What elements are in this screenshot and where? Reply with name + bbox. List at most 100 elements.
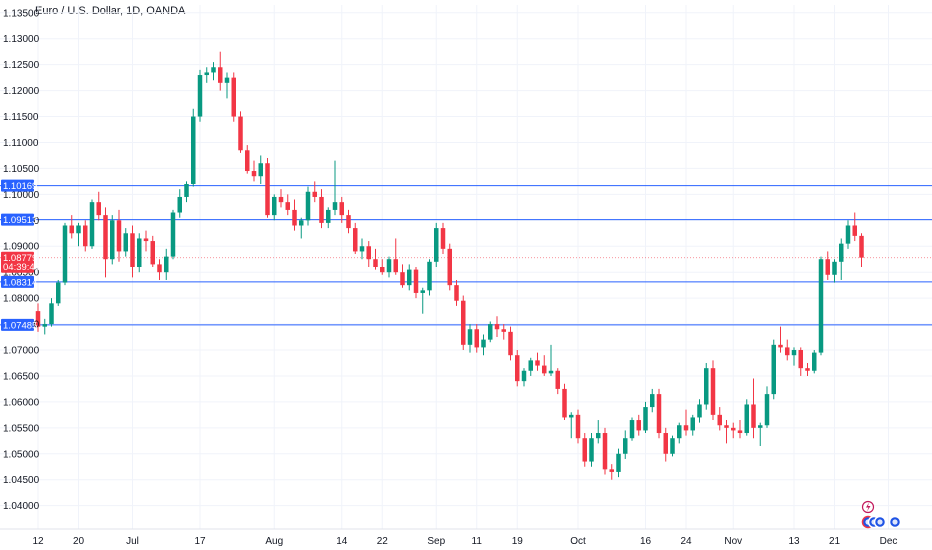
- y-tick-label: 1.07000: [3, 346, 40, 357]
- y-tick-label: 1.13000: [3, 34, 40, 45]
- candle-body: [798, 350, 803, 369]
- y-tick-label: 1.10500: [3, 164, 40, 175]
- candle-body: [488, 324, 493, 340]
- candle-body: [656, 394, 662, 434]
- y-tick-label: 1.04000: [3, 501, 40, 512]
- candle-body: [508, 331, 513, 356]
- candle-body: [83, 225, 88, 247]
- candle-body: [589, 438, 594, 462]
- candle-body: [123, 233, 128, 252]
- flag-event-dot: [892, 519, 898, 525]
- candle-body: [542, 365, 547, 374]
- candle-body: [758, 425, 763, 428]
- x-tick-label: Oct: [570, 536, 586, 547]
- candle-body: [380, 267, 385, 273]
- candle-body: [751, 404, 756, 428]
- candle-body: [778, 344, 783, 348]
- price-badge: [1, 275, 34, 288]
- price-badge: [1, 213, 34, 226]
- price-badge-label: 1.09513: [3, 215, 37, 226]
- candle-body: [204, 72, 209, 76]
- x-tick-label: 24: [680, 536, 692, 547]
- candle-body: [312, 191, 317, 197]
- candle-body: [724, 425, 729, 428]
- candle-body: [636, 420, 641, 431]
- candle-body: [434, 228, 439, 262]
- candle-body: [650, 394, 655, 408]
- candle-body: [197, 75, 203, 117]
- candle-body: [386, 259, 392, 273]
- x-tick-label: 13: [788, 536, 800, 547]
- current-price-label: 1.08779: [3, 253, 37, 264]
- y-tick-label: 1.08500: [3, 268, 40, 279]
- y-tick-label: 1.06000: [3, 397, 40, 408]
- candle-body: [427, 261, 432, 291]
- candle-body: [852, 225, 857, 236]
- candle-body: [704, 368, 709, 405]
- candle-body: [812, 352, 817, 371]
- candle-body: [35, 311, 41, 327]
- y-tick-label: 1.09000: [3, 242, 40, 253]
- candle-body: [184, 183, 189, 197]
- candle-body: [373, 259, 378, 267]
- candle-body: [859, 235, 864, 258]
- candle-body: [170, 212, 176, 257]
- candle-body: [535, 360, 540, 366]
- candle-body: [319, 196, 324, 223]
- candle-body: [481, 339, 486, 348]
- candle-body: [683, 425, 689, 431]
- x-tick-label: Aug: [265, 536, 283, 547]
- candle-body: [440, 228, 446, 249]
- candle-body: [96, 202, 101, 216]
- candle-body: [717, 414, 722, 426]
- candle-body: [690, 417, 695, 431]
- y-tick-label: 1.06500: [3, 371, 40, 382]
- candle-body: [832, 261, 837, 275]
- lightning-glyph: [866, 502, 871, 512]
- y-tick-label: 1.12500: [3, 60, 40, 71]
- candle-body: [326, 209, 331, 223]
- candle-body: [494, 324, 500, 330]
- candle-body: [130, 233, 135, 267]
- candle-body: [339, 202, 344, 216]
- candle-body: [839, 243, 844, 262]
- candle-body: [697, 404, 702, 418]
- x-tick-label: 20: [73, 536, 85, 547]
- candle-body: [731, 427, 736, 431]
- candle-body: [49, 303, 54, 325]
- candle-body: [555, 370, 560, 389]
- candle-body: [569, 414, 574, 418]
- candle-body: [393, 259, 398, 273]
- price-badges: 1.10169 1.09513 1.08314 1.07485 1.0877904:39…: [1, 179, 40, 331]
- candle-body: [805, 368, 810, 371]
- grid: [0, 5, 932, 529]
- candle-body: [265, 163, 270, 216]
- candle-body: [501, 329, 506, 332]
- price-badge-label: 1.10169: [3, 181, 37, 192]
- x-tick-label: 12: [32, 536, 44, 547]
- y-tick-label: 1.12000: [3, 86, 40, 97]
- candle-body: [710, 368, 716, 415]
- candle-body: [346, 215, 351, 229]
- candle-body: [771, 344, 776, 395]
- candle-body: [137, 238, 142, 267]
- x-tick-label: Jul: [126, 536, 139, 547]
- y-tick-label: 1.10000: [3, 190, 40, 201]
- x-tick-label: Dec: [880, 536, 898, 547]
- candle-body: [224, 77, 230, 83]
- candle-body: [157, 264, 162, 273]
- candle-body: [76, 225, 81, 234]
- candle-body: [663, 433, 668, 454]
- x-tick-label: Nov: [724, 536, 742, 547]
- candle-body: [413, 269, 419, 293]
- y-tick-label: 1.04500: [3, 475, 40, 486]
- candle-body: [238, 116, 243, 151]
- candle-body: [278, 196, 284, 203]
- candle-body: [744, 404, 749, 434]
- candle-body: [785, 347, 790, 356]
- flag-event-dot: [877, 519, 883, 525]
- candle-body: [143, 238, 149, 242]
- candle-body: [407, 269, 412, 286]
